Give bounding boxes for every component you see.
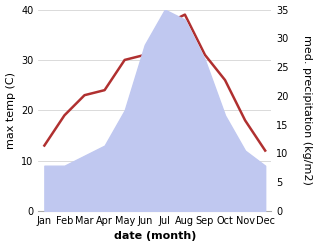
Y-axis label: max temp (C): max temp (C) (5, 72, 16, 149)
Y-axis label: med. precipitation (kg/m2): med. precipitation (kg/m2) (302, 35, 313, 185)
X-axis label: date (month): date (month) (114, 231, 196, 242)
